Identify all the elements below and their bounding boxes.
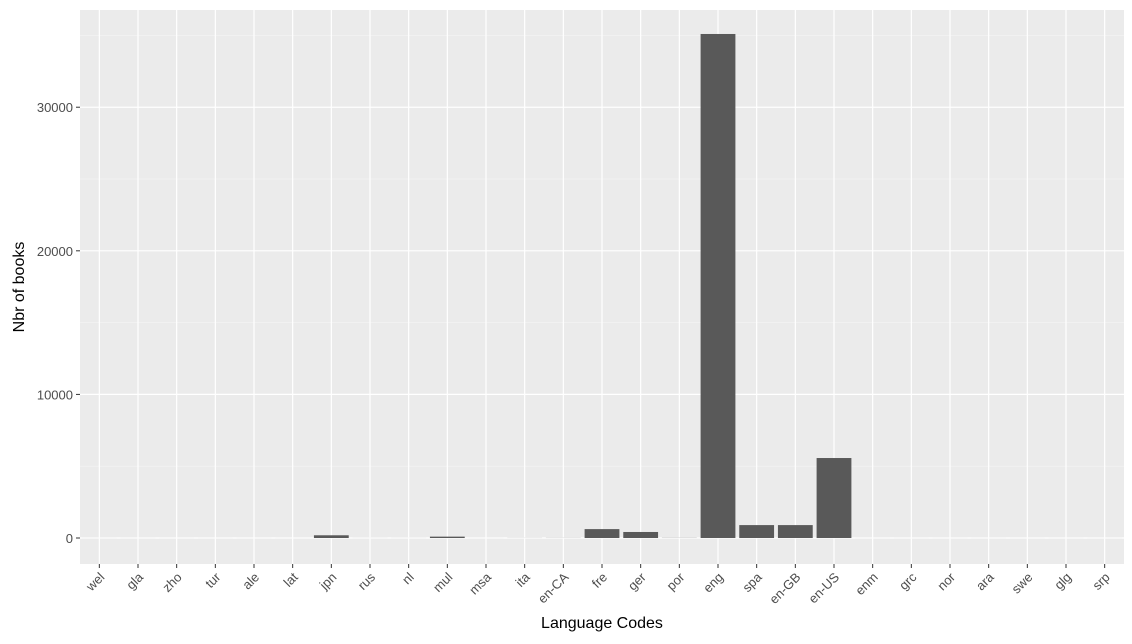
y-tick-label: 20000 bbox=[37, 244, 73, 259]
x-tick-label: rus bbox=[355, 569, 379, 593]
x-tick-label: glg bbox=[1051, 570, 1074, 593]
x-tick-label: grc bbox=[896, 569, 920, 593]
bar bbox=[314, 535, 349, 538]
x-tick-label: eng bbox=[700, 570, 726, 596]
y-axis-title: Nbr of books bbox=[11, 242, 28, 333]
x-tick-label: ita bbox=[512, 569, 533, 590]
x-tick-label: ger bbox=[625, 569, 649, 593]
bar bbox=[585, 529, 620, 538]
y-tick-label: 30000 bbox=[37, 100, 73, 115]
bar bbox=[430, 537, 465, 538]
x-tick-label: zho bbox=[159, 570, 184, 595]
bar bbox=[739, 525, 774, 538]
x-tick-label: en-CA bbox=[535, 569, 572, 606]
x-tick-label: spa bbox=[739, 569, 765, 595]
x-tick-label: nl bbox=[399, 569, 417, 587]
x-tick-label: en-GB bbox=[766, 570, 803, 607]
x-tick-label: msa bbox=[466, 569, 495, 598]
x-tick-label: mul bbox=[430, 569, 455, 594]
bar bbox=[817, 458, 852, 538]
x-tick-label: nor bbox=[934, 569, 958, 593]
bar bbox=[778, 525, 813, 538]
x-axis-title: Language Codes bbox=[541, 615, 663, 632]
x-tick-label: ale bbox=[239, 570, 262, 593]
x-tick-label: enm bbox=[852, 570, 880, 598]
bar bbox=[623, 532, 658, 538]
x-tick-label: gla bbox=[123, 569, 146, 592]
x-tick-label: por bbox=[664, 569, 688, 593]
x-tick-label: en-US bbox=[805, 569, 842, 606]
x-tick-label: srp bbox=[1089, 570, 1112, 593]
y-tick-label: 0 bbox=[66, 531, 73, 546]
x-tick-label: wel bbox=[82, 569, 107, 594]
x-tick-label: jpn bbox=[316, 570, 340, 594]
x-tick-label: lat bbox=[280, 569, 301, 590]
x-tick-label: tur bbox=[202, 569, 224, 591]
x-tick-label: fre bbox=[589, 570, 610, 591]
y-tick-label: 10000 bbox=[37, 387, 73, 402]
bar bbox=[701, 34, 736, 538]
x-tick-label: swe bbox=[1008, 570, 1035, 597]
x-tick-label: ara bbox=[973, 569, 997, 593]
